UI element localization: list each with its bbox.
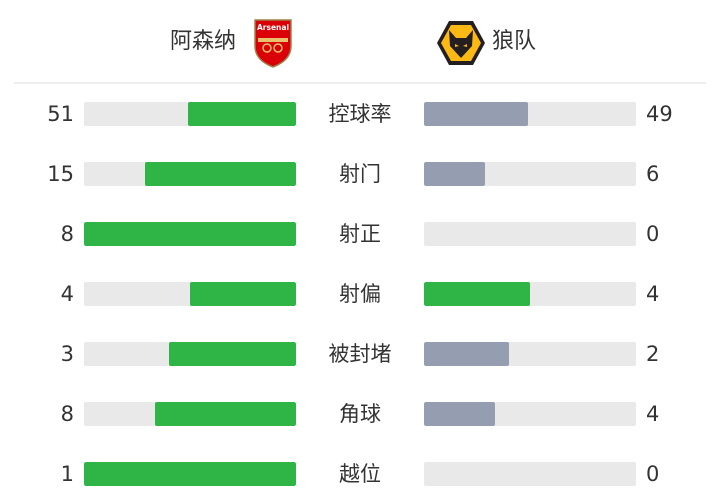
home-bar-track — [84, 162, 296, 186]
away-bar-track — [424, 282, 636, 306]
header-divider — [14, 82, 706, 84]
away-value: 4 — [646, 282, 660, 306]
home-bar-fill — [154, 402, 296, 426]
away-bar-fill — [424, 162, 485, 186]
away-bar-fill — [424, 282, 530, 306]
away-bar-track — [424, 162, 636, 186]
home-value: 51 — [47, 102, 74, 126]
home-value: 8 — [60, 402, 74, 426]
home-bar-track — [84, 102, 296, 126]
stat-label: 被封堵 — [328, 342, 392, 366]
stat-label: 射偏 — [339, 282, 381, 306]
stat-label: 控球率 — [328, 102, 392, 126]
away-bar-track — [424, 222, 636, 246]
home-bar-fill — [144, 162, 296, 186]
away-bar-track — [424, 402, 636, 426]
stat-label: 越位 — [339, 462, 381, 486]
stat-row: 51 控球率 49 — [0, 94, 720, 134]
arsenal-crest-icon: Arsenal — [254, 19, 292, 68]
home-bar-track — [84, 222, 296, 246]
away-value: 49 — [646, 102, 673, 126]
away-value: 0 — [646, 462, 660, 486]
home-bar-track — [84, 282, 296, 306]
away-bar-fill — [424, 102, 528, 126]
stat-label: 射正 — [339, 222, 381, 246]
away-team-name[interactable]: 狼队 — [492, 29, 537, 54]
svg-text:Arsenal: Arsenal — [257, 23, 289, 32]
home-bar-track — [84, 462, 296, 486]
home-team-name[interactable]: 阿森纳 — [170, 29, 237, 54]
away-bar-track — [424, 102, 636, 126]
stat-row: 4 射偏 4 — [0, 274, 720, 314]
away-value: 2 — [646, 342, 660, 366]
away-value: 0 — [646, 222, 660, 246]
home-value: 3 — [60, 342, 74, 366]
home-value: 8 — [60, 222, 74, 246]
stat-label: 角球 — [339, 402, 381, 426]
home-bar-fill — [168, 342, 296, 366]
away-bar-track — [424, 462, 636, 486]
home-bar-fill — [84, 462, 296, 486]
stat-row: 8 射正 0 — [0, 214, 720, 254]
stat-row: 1 越位 0 — [0, 454, 720, 494]
stat-label: 射门 — [339, 162, 381, 186]
away-bar-fill — [424, 342, 509, 366]
home-bar-fill — [84, 222, 296, 246]
home-value: 4 — [60, 282, 74, 306]
away-bar-fill — [424, 402, 495, 426]
away-value: 6 — [646, 162, 660, 186]
stat-row: 3 被封堵 2 — [0, 334, 720, 374]
away-value: 4 — [646, 402, 660, 426]
away-bar-track — [424, 342, 636, 366]
home-value: 1 — [60, 462, 74, 486]
wolves-crest-icon — [437, 21, 485, 65]
home-bar-fill — [187, 102, 296, 126]
match-header: 阿森纳 Arsenal 狼队 — [0, 0, 720, 82]
stat-row: 15 射门 6 — [0, 154, 720, 194]
home-bar-track — [84, 342, 296, 366]
stat-row: 8 角球 4 — [0, 394, 720, 434]
home-bar-track — [84, 402, 296, 426]
home-bar-fill — [190, 282, 296, 306]
home-value: 15 — [47, 162, 74, 186]
